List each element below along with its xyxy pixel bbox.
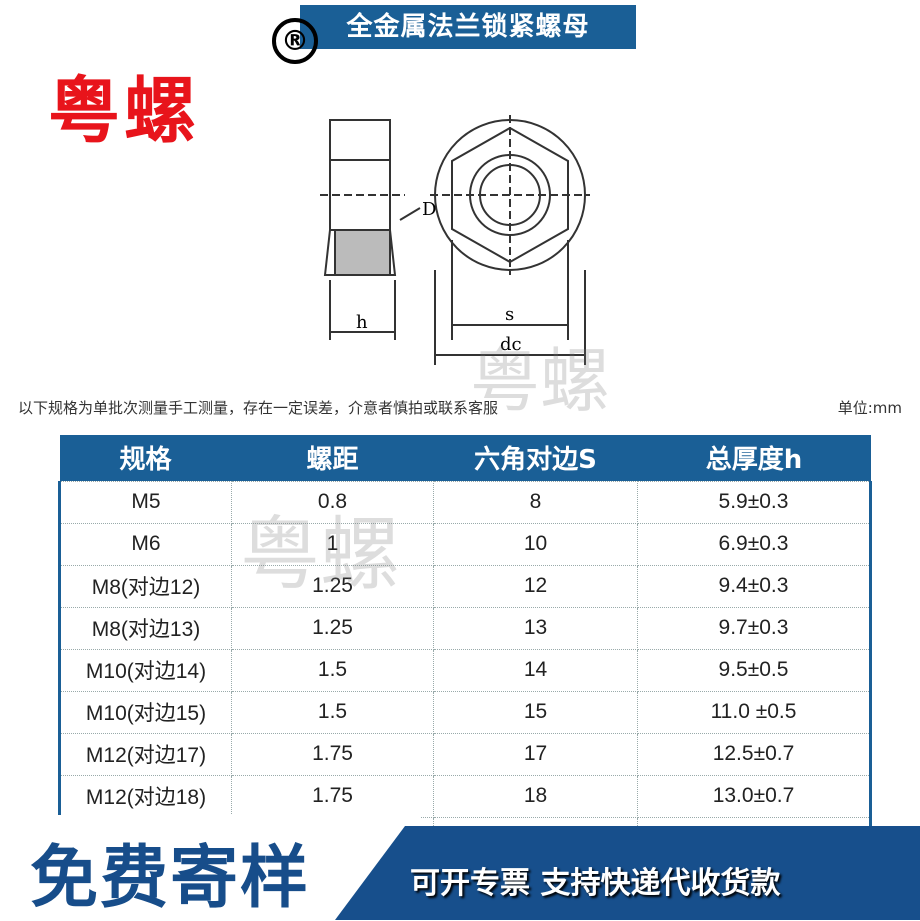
table-row: M10(对边15) 1.5 15 11.0 ±0.5 [58, 690, 872, 734]
table-cell: M12(对边18) [58, 774, 232, 818]
measurement-note: 以下规格为单批次测量手工测量，存在一定误差，介意者慎拍或联系客服 [18, 399, 499, 417]
col-header: 六角对边S [433, 435, 638, 481]
table-cell: 1.75 [231, 774, 434, 818]
table-cell: 0.8 [231, 480, 434, 524]
table-cell: 13 [433, 606, 638, 650]
table-cell: 5.9±0.3 [637, 480, 872, 524]
table-row: M10(对边14) 1.5 14 9.5±0.5 [58, 648, 872, 692]
table-cell: 9.5±0.5 [637, 648, 872, 692]
table-row: M8(对边13) 1.25 13 9.7±0.3 [58, 606, 872, 650]
brand-logo: 粤螺 [48, 69, 201, 153]
label-s: s [505, 304, 514, 325]
table-cell: 1.5 [231, 648, 434, 692]
table-cell: 9.4±0.3 [637, 564, 872, 608]
table-cell: 1.75 [231, 732, 434, 776]
table-cell: 1.5 [231, 690, 434, 734]
table-cell: 12 [433, 564, 638, 608]
nut-diagram: D h s dc [320, 115, 590, 365]
spec-table: 规格 螺距 六角对边S 总厚度h M5 0.8 8 5.9±0.3 M6 1 10 6.9±0… [58, 435, 872, 860]
table-cell: 12.5±0.7 [637, 732, 872, 776]
table-cell: 1.25 [231, 606, 434, 650]
table-cell: 17 [433, 732, 638, 776]
table-cell: 11.0 ±0.5 [637, 690, 872, 734]
table-cell: M5 [58, 480, 232, 524]
table-cell: M8(对边12) [58, 564, 232, 608]
label-dc: dc [500, 334, 522, 355]
col-header: 规格 [59, 435, 232, 481]
watermark: 粤螺 [240, 508, 400, 601]
table-cell: M10(对边14) [58, 648, 232, 692]
table-row: M12(对边18) 1.75 18 13.0±0.7 [58, 774, 872, 818]
table-cell: M6 [58, 522, 232, 566]
table-cell: M8(对边13) [58, 606, 232, 650]
watermark: 粤螺 [470, 340, 610, 422]
table-row: M12(对边17) 1.75 17 12.5±0.7 [58, 732, 872, 776]
table-cell: 13.0±0.7 [637, 774, 872, 818]
unit-label: 单位:mm [837, 399, 902, 417]
product-title: 全金属法兰锁紧螺母 [300, 5, 636, 49]
invoice-slogan: 可开专票 支持快递代收货款 [410, 866, 781, 901]
free-sample-text: 免费寄样 [30, 839, 311, 918]
col-header: 总厚度h [637, 435, 871, 481]
table-cell: 10 [433, 522, 638, 566]
table-cell: 15 [433, 690, 638, 734]
banner-right-bg [335, 826, 920, 920]
label-d: D [422, 199, 436, 220]
registered-mark: ® [272, 18, 318, 64]
table-cell: 9.7±0.3 [637, 606, 872, 650]
table-cell: M12(对边17) [58, 732, 232, 776]
table-cell: 14 [433, 648, 638, 692]
table-cell: 18 [433, 774, 638, 818]
table-cell: 8 [433, 480, 638, 524]
table-cell: M10(对边15) [58, 690, 232, 734]
table-row: M8(对边12) 1.25 12 9.4±0.3 [58, 564, 872, 608]
col-header: 螺距 [231, 435, 434, 481]
table-cell: 6.9±0.3 [637, 522, 872, 566]
table-row: M5 0.8 8 5.9±0.3 [58, 480, 872, 524]
table-cell: 1 [231, 522, 434, 566]
label-h: h [356, 312, 368, 333]
table-row: M6 1 10 6.9±0.3 [58, 522, 872, 566]
